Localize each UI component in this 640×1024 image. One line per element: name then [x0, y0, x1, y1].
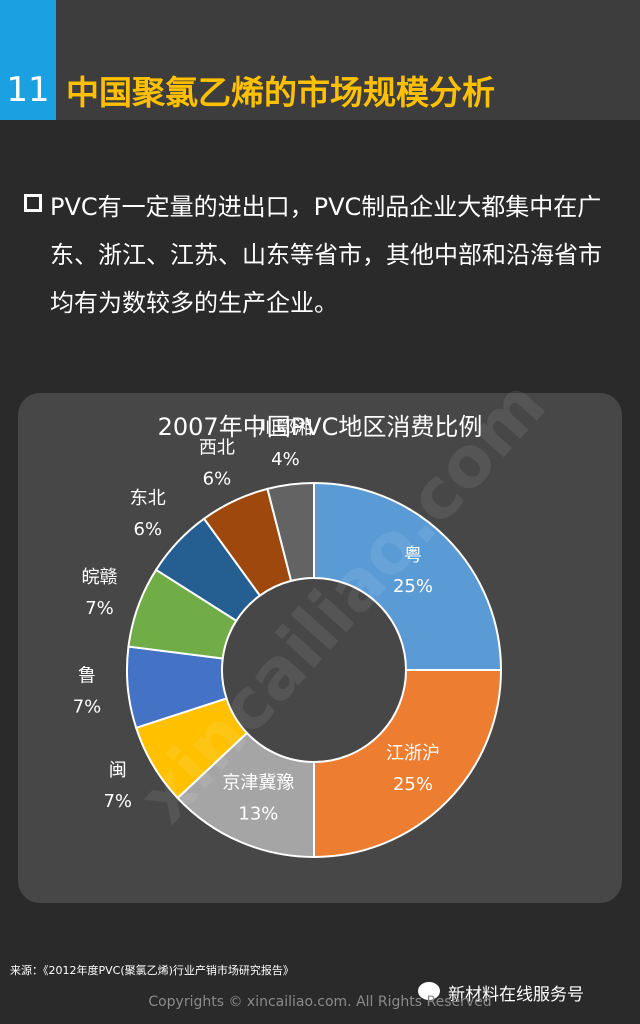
wechat-name: 新材料在线服务号 [448, 985, 584, 1005]
donut-slice [313, 669, 503, 859]
slice-label: 东北 [130, 488, 166, 509]
slide-number: 11 [0, 0, 56, 120]
slice-label: 西北 [199, 438, 235, 459]
slide-title: 中国聚氯乙烯的市场规模分析 [66, 73, 495, 112]
header-bar [0, 0, 640, 120]
bullet-icon [24, 194, 42, 212]
copyright: Copyrights © xincailiao.com. All Rights … [148, 994, 492, 1010]
bullet-text: PVC有一定量的进出口，PVC制品企业大都集中在广东、浙江、江苏、山东等省市，其… [50, 193, 602, 317]
slice-label: 鲁 [78, 665, 96, 686]
source: 来源：《2012年度PVC(聚氯乙烯)行业产销市场研究报告》 [10, 964, 294, 977]
wechat-icon [418, 982, 440, 1000]
value-label: 13% [238, 803, 278, 824]
value-label: 7% [103, 791, 132, 812]
value-label: 6% [203, 469, 232, 490]
chart-title: 2007年中国PVC地区消费比例 [158, 413, 483, 441]
value-label: 7% [73, 696, 102, 717]
value-label: 6% [134, 519, 163, 540]
value-label: 4% [271, 449, 300, 470]
slice-label: 粤 [404, 545, 422, 566]
value-label: 25% [393, 774, 433, 795]
donut-slice [266, 481, 315, 583]
slice-label: 皖赣 [81, 567, 117, 588]
donut-slice [313, 481, 503, 671]
slice-label: 京津冀豫 [222, 772, 294, 793]
slice-label: 川鄂湘 [258, 418, 312, 439]
slice-label: 闽 [109, 760, 127, 781]
value-label: 7% [85, 598, 114, 619]
slice-label: 江浙沪 [386, 743, 440, 764]
value-label: 25% [393, 576, 433, 597]
